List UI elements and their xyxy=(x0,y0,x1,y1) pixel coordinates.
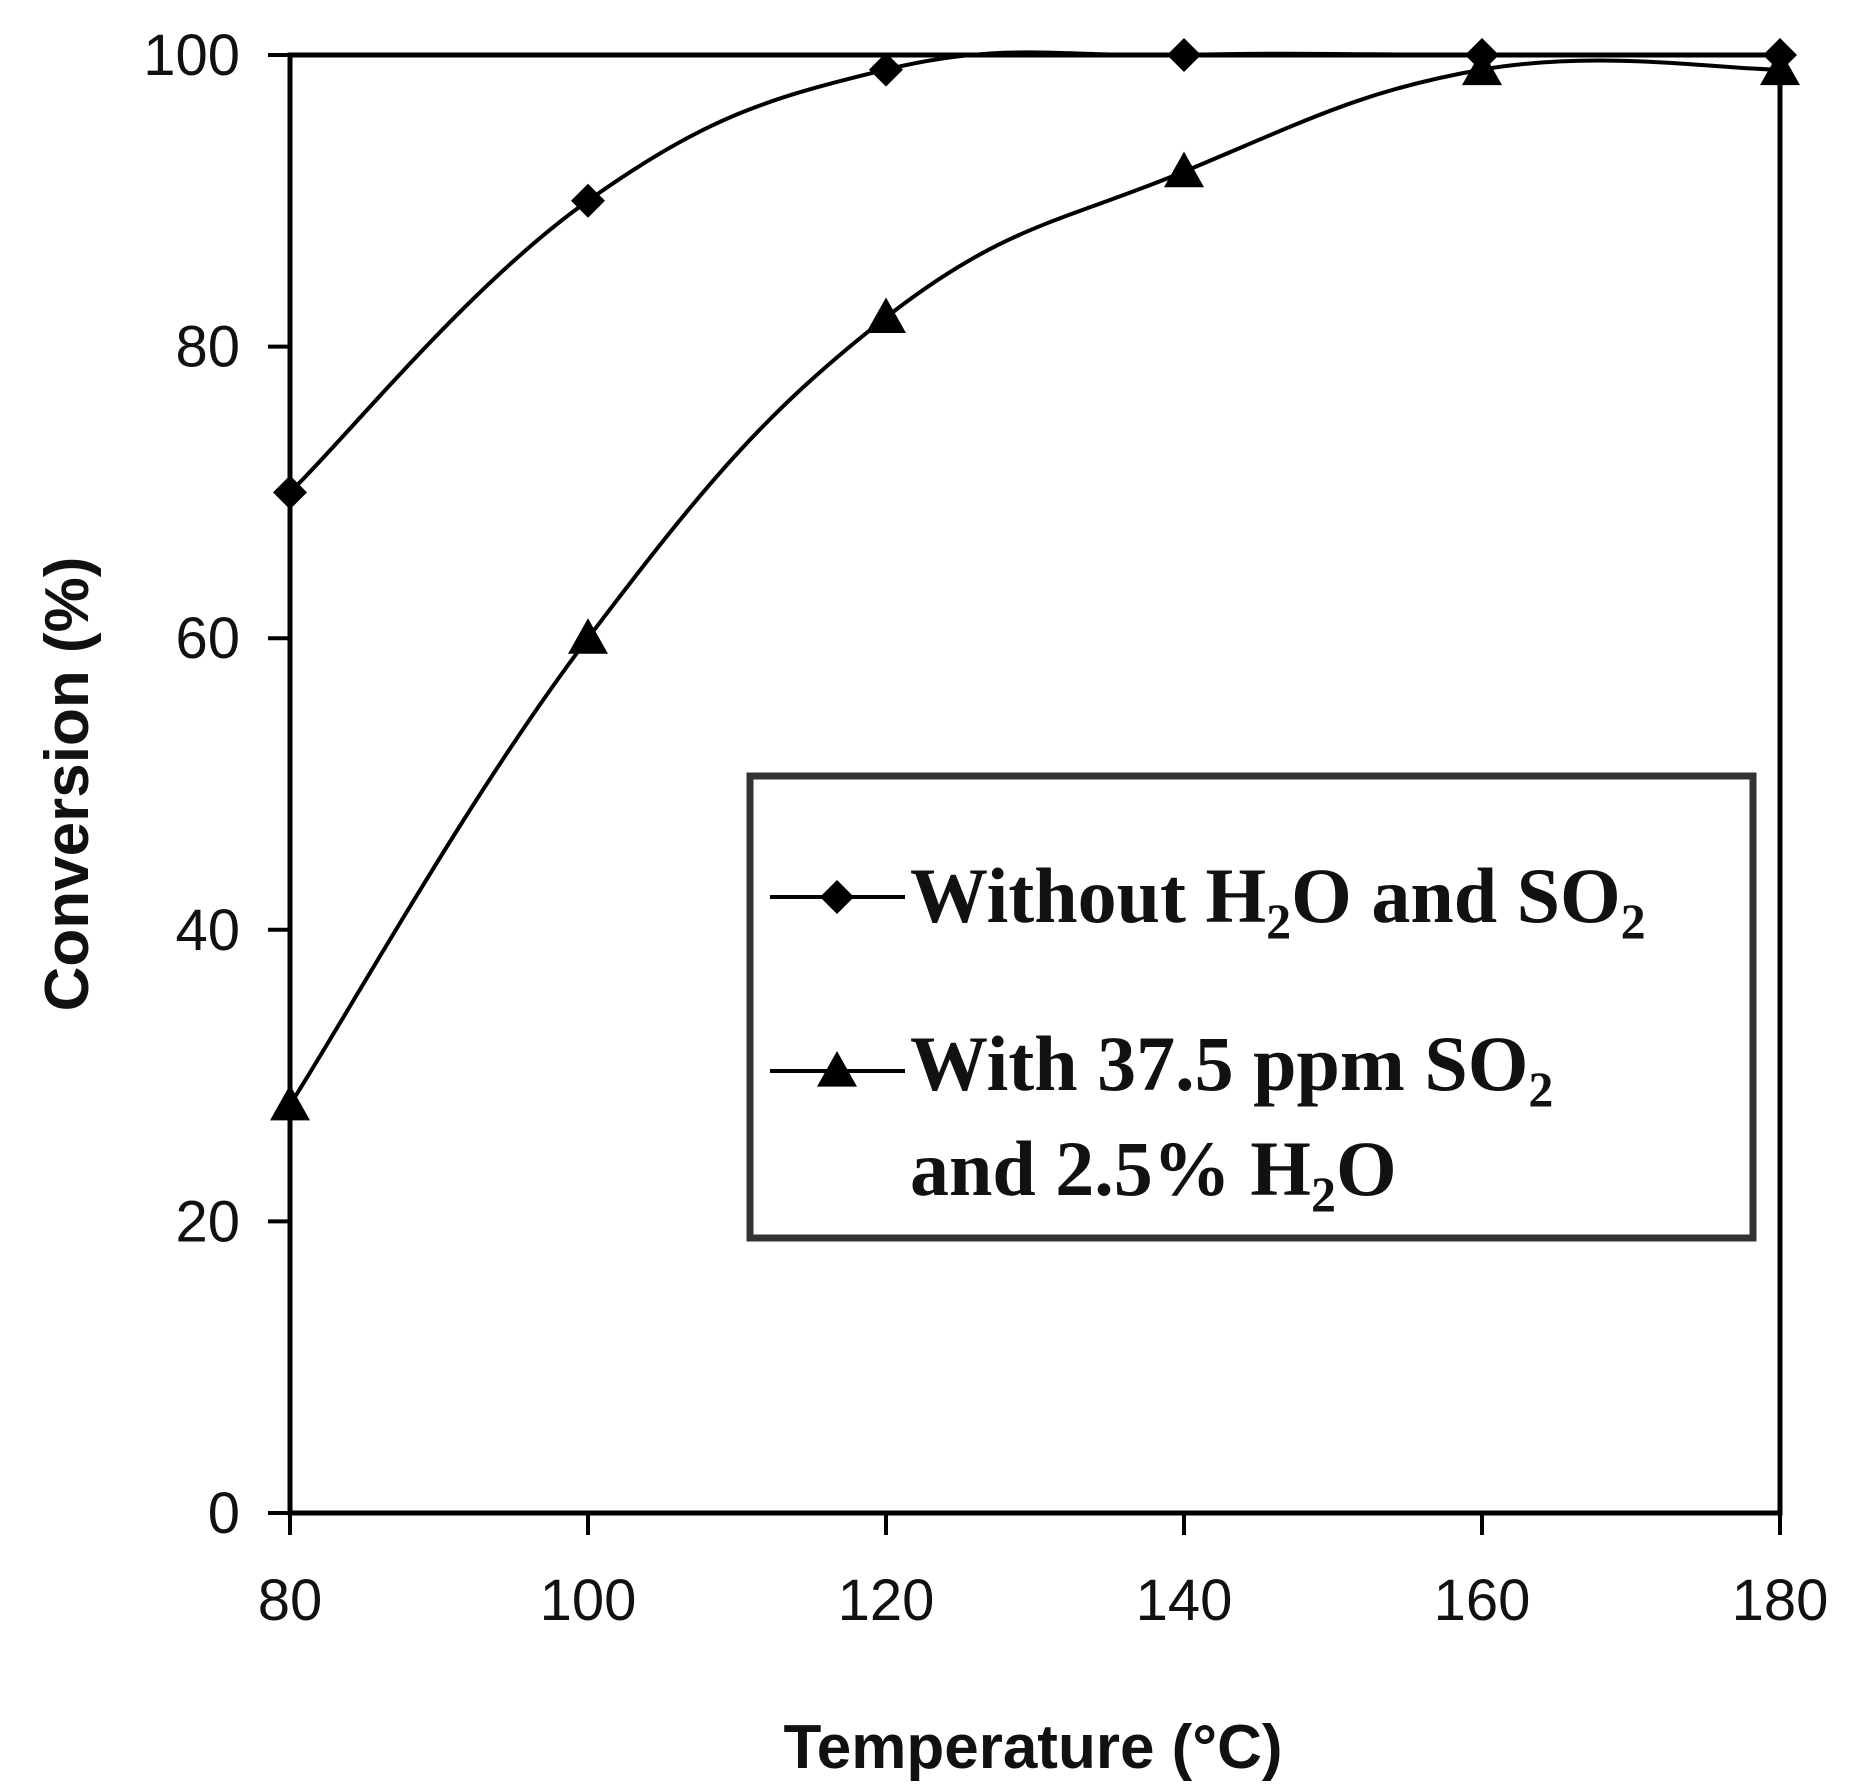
y-tick-label-0: 0 xyxy=(208,1481,240,1546)
legend-box xyxy=(746,772,1757,1242)
y-axis-ticks: 0 20 40 60 80 100 xyxy=(143,23,290,1546)
y-axis-title: Conversion (%) xyxy=(33,557,102,1012)
legend-label-1-0: With 37.5 ppm SO2 xyxy=(910,1020,1553,1117)
y-tick-label-4: 80 xyxy=(175,315,240,380)
data-point-0-0 xyxy=(273,475,307,510)
x-tick-label-4: 160 xyxy=(1434,1568,1531,1633)
data-point-1-5 xyxy=(1760,49,1800,86)
series-with-so2-h2o xyxy=(270,49,1800,1121)
series-without-h2o-so2 xyxy=(273,38,1797,510)
data-point-0-3 xyxy=(1167,38,1201,72)
legend-subscript: 2 xyxy=(1311,1166,1336,1222)
legend-text-segment: O and SO xyxy=(1291,852,1620,939)
x-tick-label-0: 80 xyxy=(258,1568,323,1633)
legend-label-1-1: and 2.5% H2O xyxy=(910,1125,1397,1222)
legend-marker-triangle xyxy=(817,1051,857,1087)
data-point-0-2 xyxy=(869,52,903,87)
data-point-1-1 xyxy=(568,618,608,654)
x-tick-label-3: 140 xyxy=(1136,1568,1233,1633)
y-tick-label-3: 60 xyxy=(175,606,240,671)
data-point-1-4 xyxy=(1462,49,1502,86)
y-tick-label-2: 40 xyxy=(175,898,240,963)
data-point-1-2 xyxy=(866,297,906,334)
legend-subscript: 2 xyxy=(1528,1061,1553,1117)
x-axis-ticks: 80 100 120 140 160 180 xyxy=(258,1513,1829,1633)
x-tick-label-1: 100 xyxy=(540,1568,637,1633)
legend-item-0: Without H2O and SO2 xyxy=(770,852,1646,949)
legend-text-segment: and 2.5% H xyxy=(910,1125,1311,1212)
y-tick-label-5: 100 xyxy=(143,23,240,88)
data-point-1-0 xyxy=(270,1084,310,1121)
x-tick-label-5: 180 xyxy=(1732,1568,1829,1633)
x-axis-title: Temperature (°C) xyxy=(783,1713,1282,1782)
y-tick-label-1: 20 xyxy=(175,1189,240,1254)
series-layer xyxy=(270,38,1800,1121)
legend-subscript: 2 xyxy=(1266,893,1291,949)
legend-label-0-0: Without H2O and SO2 xyxy=(910,852,1646,949)
legend-text-segment: With 37.5 ppm SO xyxy=(910,1020,1528,1107)
legend-subscript: 2 xyxy=(1621,893,1646,949)
data-point-0-1 xyxy=(571,183,605,218)
legend-text-segment: O xyxy=(1336,1125,1397,1212)
x-tick-label-2: 120 xyxy=(838,1568,935,1633)
legend-marker-diamond xyxy=(820,880,854,914)
data-point-1-3 xyxy=(1164,151,1204,188)
series-line-0 xyxy=(288,50,1780,494)
legend-text-segment: Without H xyxy=(910,852,1266,939)
series-line-1 xyxy=(288,58,1781,1106)
